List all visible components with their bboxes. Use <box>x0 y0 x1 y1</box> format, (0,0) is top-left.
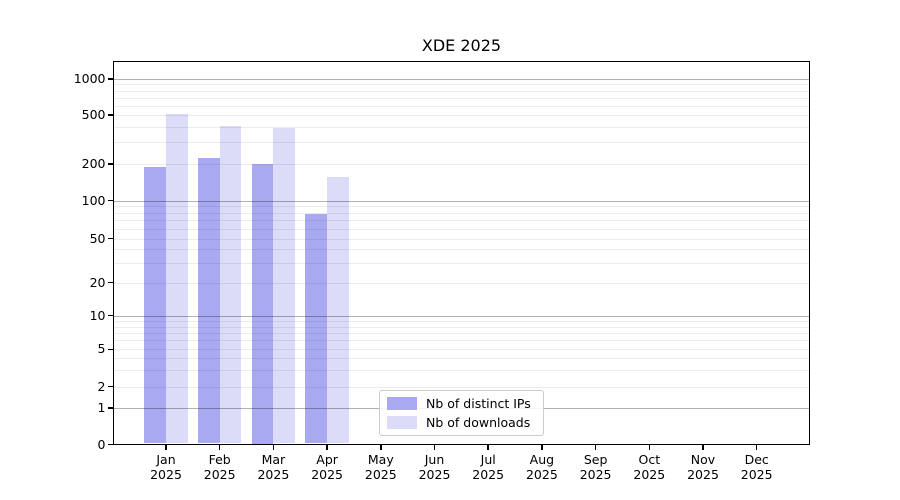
x-tick-mark <box>165 444 167 450</box>
y-tick-label: 200 <box>81 156 106 171</box>
gridline-minor <box>113 164 810 165</box>
x-tick-mark <box>218 444 221 450</box>
gridline-minor <box>113 249 810 251</box>
x-tick-label: Nov 2025 <box>687 451 719 483</box>
x-tick-mark <box>272 444 275 450</box>
x-tick-label: Jan 2025 <box>150 451 182 483</box>
y-tick-mark <box>107 443 113 446</box>
x-tick-label: May 2025 <box>364 451 397 483</box>
gridline-minor <box>113 320 810 322</box>
y-tick-label: 1000 <box>73 71 106 86</box>
gridline-minor <box>113 263 810 265</box>
x-tick-label: Apr 2025 <box>311 451 343 483</box>
bar-downloads-mar <box>273 128 296 444</box>
x-tick-label: Sep 2025 <box>579 451 612 483</box>
gridline-minor <box>113 212 810 214</box>
y-tick-label: 50 <box>89 230 106 246</box>
x-tick-label: Mar 2025 <box>257 451 290 483</box>
y-tick-mark <box>107 78 113 80</box>
gridline-minor <box>113 90 810 92</box>
y-tick-mark <box>107 314 113 317</box>
gridline-minor <box>113 142 810 144</box>
x-tick-label: Aug 2025 <box>525 451 558 483</box>
x-tick-mark <box>594 444 597 450</box>
gridline-minor <box>113 206 810 208</box>
x-tick-mark <box>541 444 543 450</box>
y-tick-label: 10 <box>89 307 106 323</box>
y-tick-label: 2 <box>97 378 106 394</box>
x-tick-label: Jun 2025 <box>418 451 451 483</box>
y-tick-label: 0 <box>97 436 106 452</box>
plot-area <box>113 61 810 445</box>
x-tick-mark <box>326 444 328 450</box>
y-tick-label: 20 <box>89 274 106 290</box>
gridline-major <box>113 200 810 202</box>
x-tick-mark <box>380 444 382 450</box>
gridline-minor <box>113 370 810 372</box>
y-tick-label: 100 <box>81 192 106 208</box>
gridline-minor <box>113 228 810 230</box>
y-tick-label: 1 <box>97 400 106 415</box>
bar-distinct-ips-apr <box>305 214 328 444</box>
gridline-minor <box>113 115 810 116</box>
y-tick-mark <box>107 163 113 165</box>
gridline-minor <box>113 332 810 334</box>
gridline-major <box>113 79 810 80</box>
gridline-major <box>113 315 810 317</box>
bar-downloads-apr <box>327 177 349 444</box>
chart-title: XDE 2025 <box>421 36 502 55</box>
x-tick-mark <box>487 444 489 450</box>
x-tick-label: Feb 2025 <box>203 451 236 483</box>
y-tick-mark <box>107 348 113 351</box>
gridline-minor <box>113 105 810 107</box>
legend-label-downloads: Nb of downloads <box>426 415 531 430</box>
y-tick-label: 5 <box>97 341 106 357</box>
gridline-minor <box>113 340 810 342</box>
x-tick-label: Jul 2025 <box>472 451 505 483</box>
x-tick-mark <box>433 444 436 450</box>
gridline-minor <box>113 282 810 284</box>
legend-swatch-distinct-ips <box>387 397 417 410</box>
gridline-minor <box>113 97 810 99</box>
gridline-minor <box>113 126 810 128</box>
x-tick-mark <box>702 444 704 450</box>
bar-downloads-jan <box>166 113 188 444</box>
y-tick-mark <box>107 199 113 202</box>
bar-distinct-ips-feb <box>197 157 220 444</box>
bar-downloads-feb <box>219 125 242 444</box>
gridline-minor <box>113 349 810 351</box>
x-tick-label: Dec 2025 <box>740 451 773 483</box>
legend-label-distinct-ips: Nb of distinct IPs <box>426 396 531 411</box>
y-tick-mark <box>107 237 113 240</box>
bar-distinct-ips-mar <box>251 164 274 444</box>
legend-row-downloads: Nb of downloads <box>380 415 543 430</box>
y-tick-label: 500 <box>81 107 106 122</box>
legend-swatch-downloads <box>387 416 417 429</box>
gridline-minor <box>113 220 810 222</box>
x-tick-label: Oct 2025 <box>633 451 666 483</box>
y-tick-mark <box>107 114 113 116</box>
legend-row-distinct-ips: Nb of distinct IPs <box>380 396 543 411</box>
gridline-minor <box>113 386 810 388</box>
y-tick-mark <box>107 281 113 284</box>
legend: Nb of distinct IPs Nb of downloads <box>379 390 544 436</box>
x-tick-mark <box>648 444 651 450</box>
bar-distinct-ips-jan <box>144 166 166 444</box>
x-tick-mark <box>755 444 758 450</box>
gridline-minor <box>113 326 810 328</box>
y-tick-mark <box>107 385 113 388</box>
gridline-minor <box>113 358 810 360</box>
gridline-minor <box>113 238 810 240</box>
y-tick-mark <box>107 407 113 409</box>
gridline-minor <box>113 84 810 86</box>
